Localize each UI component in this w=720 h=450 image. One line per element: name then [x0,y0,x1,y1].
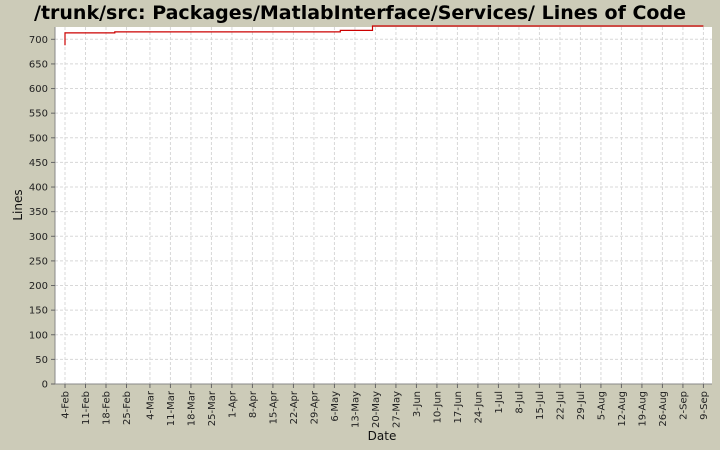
x-tick-label: 22-Apr [289,390,300,424]
x-tick-label: 1-Apr [227,390,238,418]
x-tick-label: 29-Apr [309,390,320,424]
x-tick-label: 4-Mar [145,390,156,420]
x-tick-label: 27-May [391,391,402,428]
chart-title: /trunk/src: Packages/MatlabInterface/Ser… [34,2,686,24]
x-axis-label: Date [368,429,397,443]
x-tick-label: 8-Jul [514,391,525,414]
series-line [64,25,704,46]
x-tick-label: 8-Apr [248,390,259,418]
series [64,25,704,46]
x-tick-label: 19-Aug [637,391,648,427]
y-tick-label: 450 [29,158,48,169]
y-tick-label: 650 [29,59,48,70]
y-tick-label: 700 [29,35,48,46]
x-tick-label: 25-Feb [122,391,133,425]
x-tick-label: 22-Jul [555,391,566,420]
y-tick-label: 200 [29,281,48,292]
x-tick-label: 9-Sep [699,391,710,420]
x-tick-label: 18-Mar [186,390,197,426]
y-tick-label: 350 [29,207,48,218]
y-tick-label: 50 [35,355,48,366]
x-tick-label: 11-Mar [166,390,177,426]
plot-area [55,27,712,384]
x-tick-label: 18-Feb [102,391,113,425]
x-tick-label: 2-Sep [678,391,689,420]
x-tick-label: 29-Jul [576,391,587,420]
y-axis-label: Lines [11,189,25,220]
x-tick-label: 24-Jun [473,391,484,424]
x-tick-label: 17-Jun [453,391,464,424]
x-tick-label: 13-May [350,391,361,428]
x-tick-label: 26-Aug [658,391,669,427]
y-tick-label: 250 [29,256,48,267]
x-tick-label: 15-Jul [535,391,546,420]
y-tick-label: 600 [29,84,48,95]
x-tick-label: 5-Aug [596,391,607,420]
x-tick-label: 6-May [330,391,341,422]
x-tick-label: 11-Feb [81,391,92,425]
x-tick-label: 3-Jun [412,391,423,417]
y-tick-label: 0 [42,380,48,391]
x-tick-label: 20-May [371,391,382,428]
y-tick-label: 300 [29,232,48,243]
axes [54,27,712,385]
y-tick-label: 550 [29,109,48,120]
x-tick-label: 10-Jun [432,391,443,424]
y-tick-label: 150 [29,306,48,317]
y-tick-label: 100 [29,330,48,341]
y-tick-label: 400 [29,183,48,194]
x-tick-label: 4-Feb [61,391,72,419]
x-tick-label: 15-Apr [268,390,279,424]
x-axis-ticks: 4-Feb 11-Feb 18-Feb 25-Feb 4-Mar 11-Mar 18-Mar… [61,384,710,428]
x-tick-label: 25-Mar [207,390,218,426]
grid [55,27,712,384]
y-tick-label: 500 [29,133,48,144]
y-axis-ticks: 0 50 100 150 200 250 300 350 400 450 500 550 600 650 7… [29,35,55,391]
x-tick-label: 1-Jul [494,391,505,414]
x-tick-label: 12-Aug [617,391,628,427]
